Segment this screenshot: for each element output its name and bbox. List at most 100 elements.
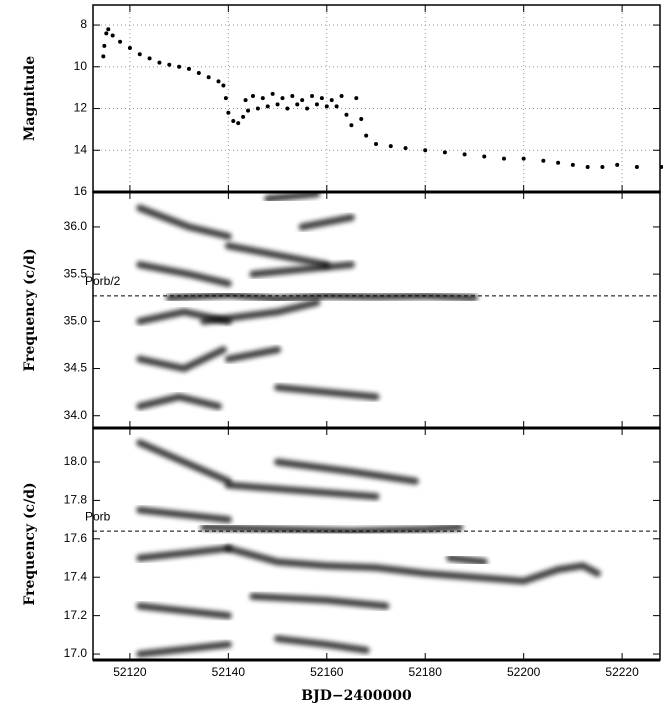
data-point [349, 123, 354, 128]
x-tick-label: 52140 [212, 665, 246, 679]
data-point [600, 164, 605, 169]
y-tick-label: 16 [74, 184, 88, 198]
data-point [423, 148, 428, 153]
power-ridge [136, 261, 232, 288]
data-point [634, 164, 639, 169]
data-point [285, 106, 290, 111]
y-axis-label: Frequency (c/d) [22, 248, 38, 371]
power-ridge [136, 506, 232, 524]
y-tick-label: 35.5 [64, 266, 88, 280]
y-tick-label: 34.5 [64, 361, 88, 375]
data-point [246, 108, 251, 113]
data-point [305, 106, 310, 111]
data-point [501, 156, 506, 161]
power-ridge [224, 346, 282, 363]
data-point [615, 162, 620, 167]
data-point [319, 96, 324, 101]
power-ridge [274, 458, 419, 485]
data-point [541, 158, 546, 163]
data-point [186, 66, 191, 71]
power-ridge [264, 190, 321, 203]
data-point [147, 56, 152, 61]
data-point [255, 106, 260, 111]
data-point [585, 164, 590, 169]
y-tick-label: 18.0 [64, 454, 88, 468]
data-point [570, 162, 575, 167]
y-tick-label: 17.0 [64, 646, 88, 660]
data-point [290, 93, 295, 98]
data-point [295, 102, 300, 107]
data-point [167, 62, 172, 67]
data-point [102, 43, 107, 48]
power-ridge [224, 481, 380, 501]
data-point [157, 60, 162, 65]
data-point [260, 96, 265, 101]
data-point [216, 79, 221, 84]
data-point [334, 104, 339, 109]
y-tick-label: 17.8 [64, 493, 88, 507]
data-point [300, 98, 305, 103]
x-tick-label: 52220 [605, 665, 639, 679]
power-ridge [136, 308, 232, 325]
data-point [118, 39, 123, 44]
data-point [226, 110, 231, 115]
data-point [310, 93, 315, 98]
data-point [250, 93, 255, 98]
power-ridge [136, 393, 223, 410]
data-point [314, 102, 319, 107]
y-tick-label: 17.6 [64, 531, 88, 545]
data-point [324, 104, 329, 109]
data-point [196, 71, 201, 76]
y-tick-label: 36.0 [64, 219, 88, 233]
y-tick-label: 10 [74, 59, 88, 73]
data-point [339, 93, 344, 98]
x-tick-label: 52120 [113, 665, 147, 679]
data-point [403, 146, 408, 151]
power-ridge [136, 640, 232, 658]
power-ridge [249, 592, 390, 610]
power-ridge [136, 346, 227, 373]
data-point [223, 96, 228, 101]
y-tick-label: 14 [74, 142, 88, 156]
y-tick-label: 35.0 [64, 313, 88, 327]
data-point [101, 54, 106, 59]
data-point [482, 154, 487, 159]
power-ridge [136, 204, 232, 240]
power-ridge [249, 261, 355, 278]
x-tick-label: 52180 [409, 665, 443, 679]
data-point [374, 141, 379, 146]
data-point [364, 133, 369, 138]
data-point [329, 98, 334, 103]
data-point [221, 83, 226, 88]
power-ridge [200, 523, 464, 535]
data-point [104, 31, 109, 36]
data-point [270, 91, 275, 96]
data-point [243, 98, 248, 103]
data-point [275, 102, 280, 107]
data-point [442, 150, 447, 155]
y-axis-label: Magnitude [22, 56, 38, 141]
power-ridge [224, 242, 331, 269]
y-axis-label: Frequency (c/d) [22, 482, 38, 605]
power-ridge [224, 544, 601, 585]
power-ridge [446, 554, 488, 566]
data-point [231, 119, 236, 124]
power-ridge [136, 602, 232, 620]
data-point [110, 33, 115, 38]
data-point [206, 75, 211, 80]
data-point [265, 104, 270, 109]
x-tick-label: 52200 [507, 665, 541, 679]
data-point [236, 121, 241, 126]
data-point [241, 114, 246, 119]
data-point [556, 160, 561, 165]
y-tick-label: 17.4 [64, 569, 88, 583]
x-axis-label: BJD−2400000 [301, 688, 412, 704]
annotation: Porb [85, 509, 111, 523]
y-tick-label: 8 [80, 17, 87, 31]
data-point [280, 96, 285, 101]
data-point [106, 27, 111, 32]
x-tick-label: 52160 [310, 665, 344, 679]
data-point [462, 152, 467, 157]
y-tick-label: 34.0 [64, 408, 88, 422]
